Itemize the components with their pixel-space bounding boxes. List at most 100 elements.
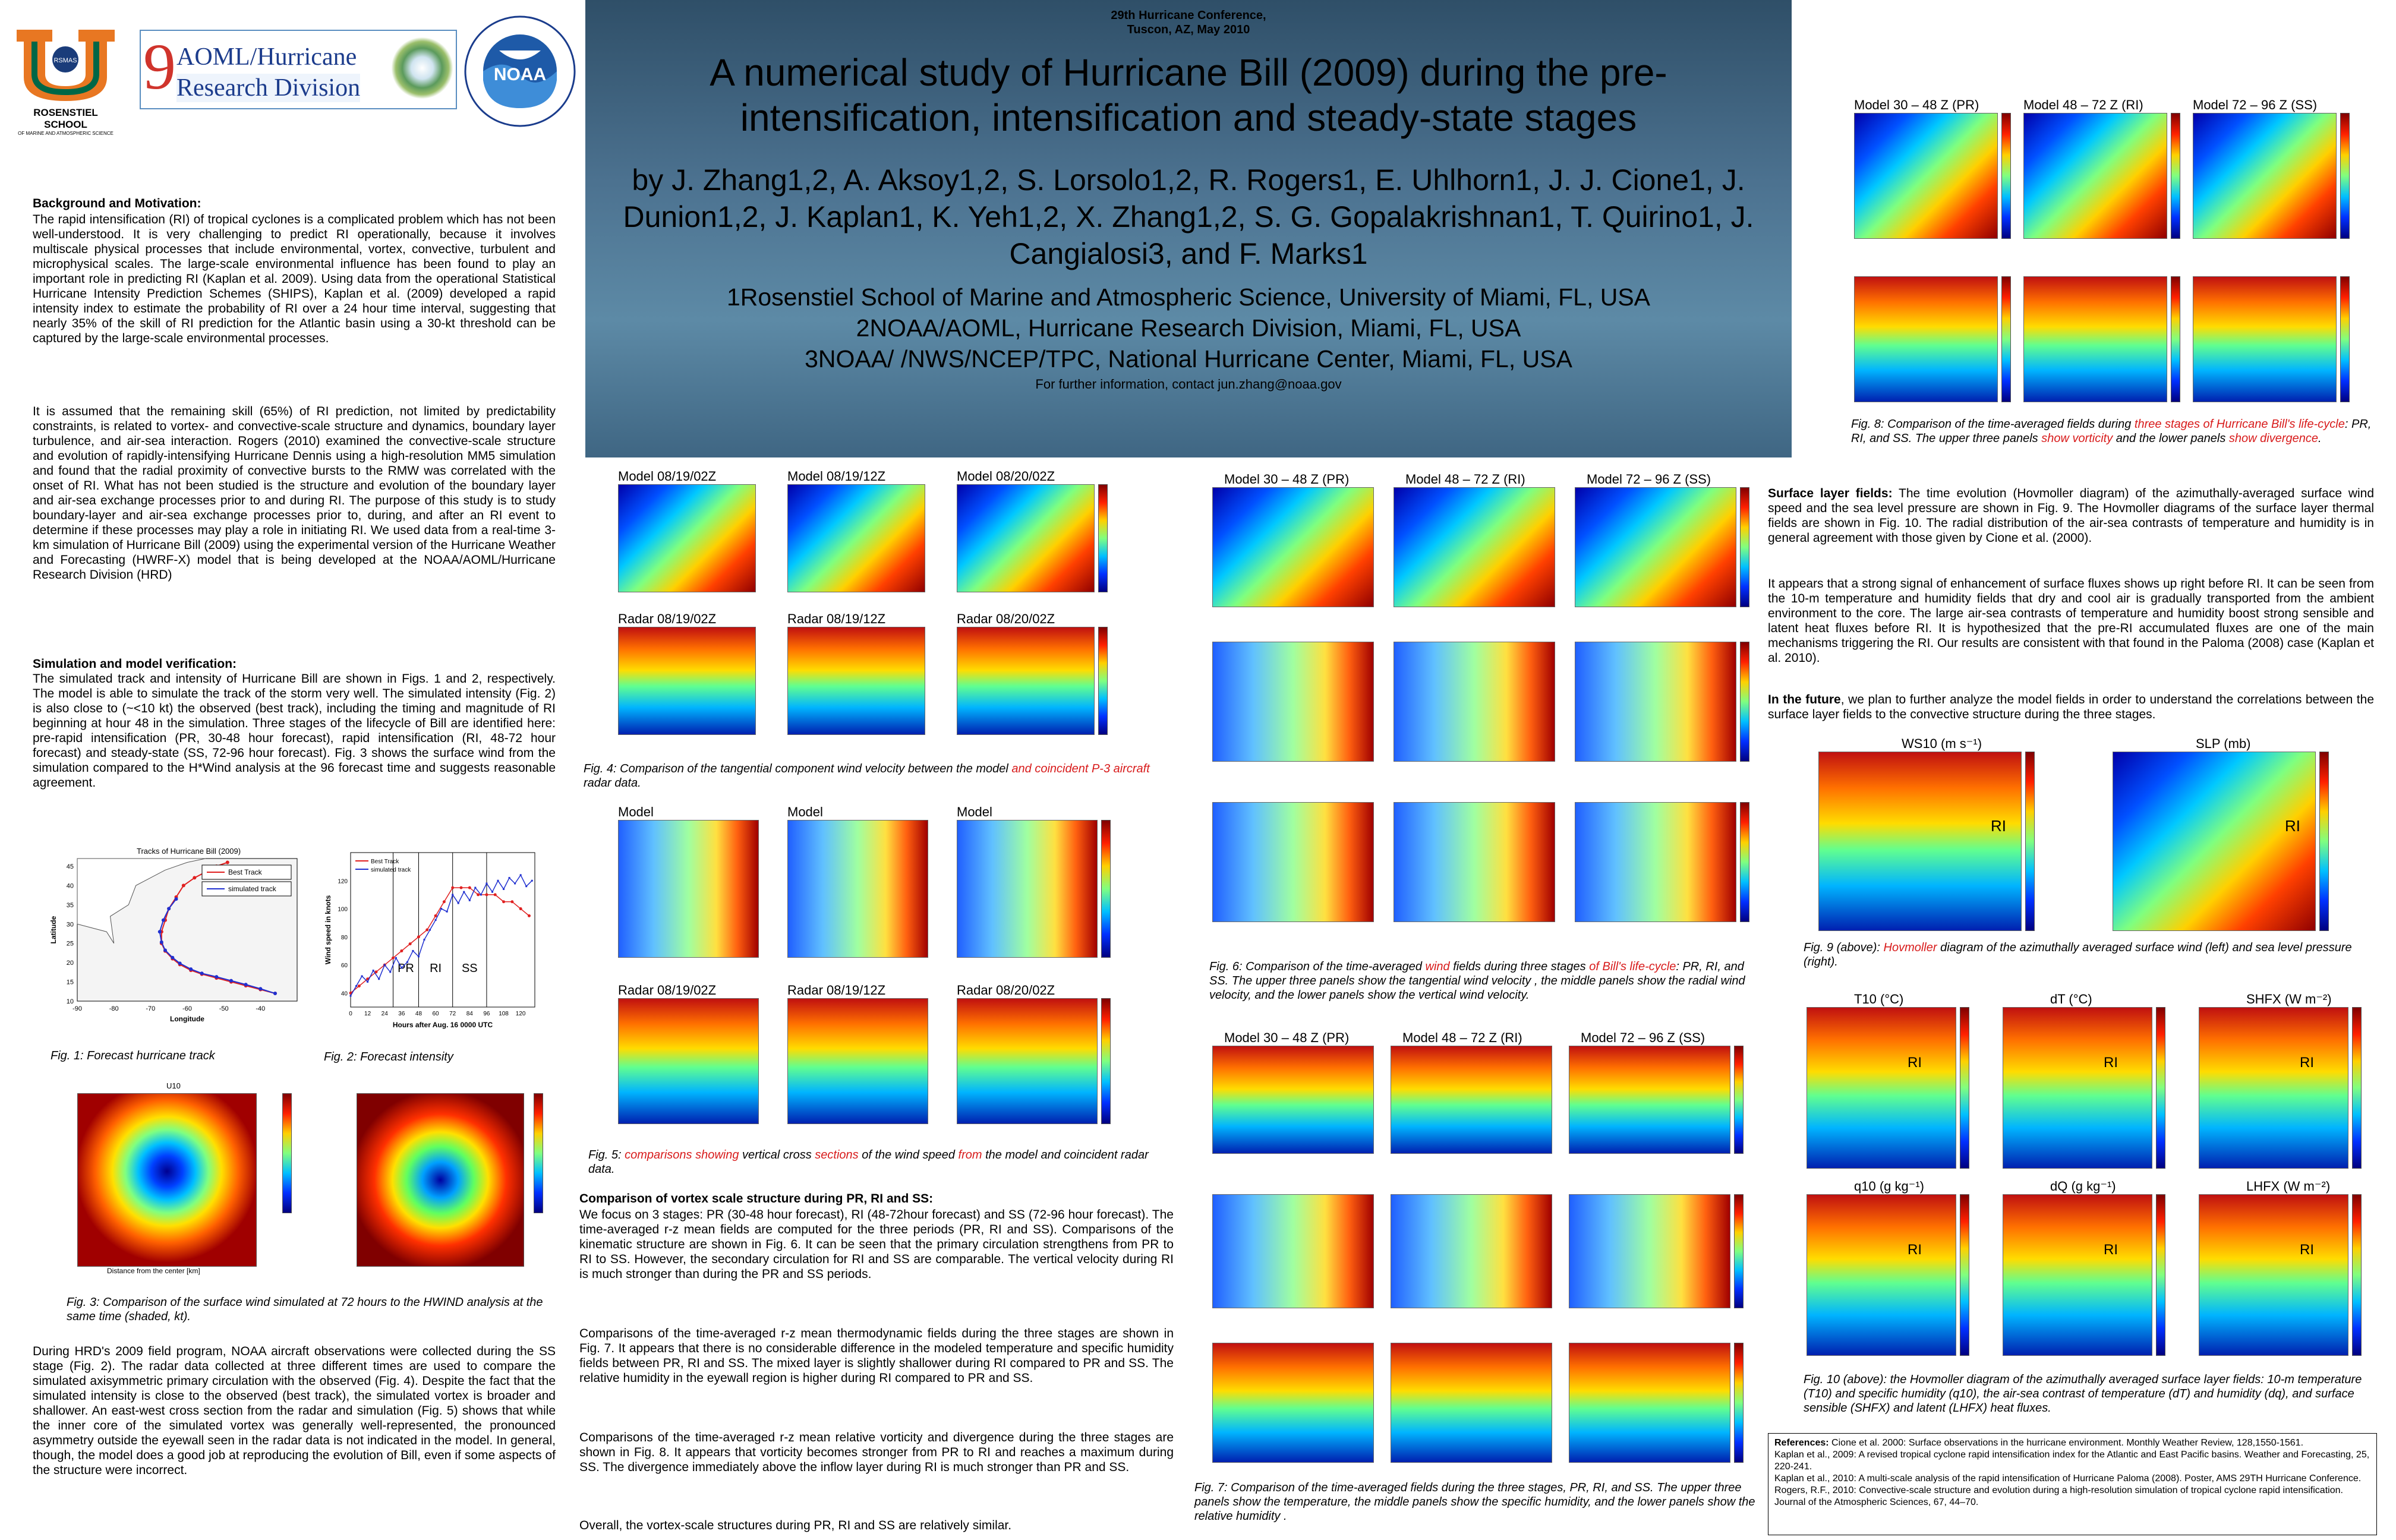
fig10-top-panel-label: T10 (°C) xyxy=(1854,992,1904,1006)
fig6-radial-panel xyxy=(1575,642,1736,762)
fig10-top-panel-label: dT (°C) xyxy=(2050,992,2092,1006)
fig4-model-panel-label: Model 08/20/02Z xyxy=(957,469,1055,484)
fig8-caption-d: show vorticity xyxy=(2041,432,2113,445)
fig5-radar-panel-label: Radar 08/19/02Z xyxy=(618,983,717,998)
future-heading: In the future xyxy=(1768,693,1841,706)
fig8-divergence-panel-colorbar xyxy=(2171,276,2180,402)
fig5-model-panel-label: Model xyxy=(957,804,992,819)
fig8-caption: Fig. 8: Comparison of the time-averaged … xyxy=(1851,417,2374,446)
fig8-vorticity-panel-colorbar xyxy=(2171,113,2180,239)
fig5-caption-f: from xyxy=(958,1148,982,1162)
fig4-radar-panel-colorbar xyxy=(1098,627,1108,735)
fig2-point xyxy=(412,949,414,952)
fig1-ytick: 20 xyxy=(67,960,74,967)
fig2-point xyxy=(502,900,506,904)
fig2-point xyxy=(480,894,482,896)
hrd-paragraph: During HRD's 2009 field program, NOAA ai… xyxy=(33,1345,556,1477)
fig1-title: Tracks of Hurricane Bill (2009) xyxy=(137,847,241,856)
fig7-relhumidity-panel xyxy=(1212,1343,1374,1463)
fig5-caption: Fig. 5: comparisons showing vertical cro… xyxy=(588,1148,1153,1176)
fig9-caption-b: Hovmoller xyxy=(1883,941,1937,954)
fig6-radial-panel-colorbar xyxy=(1740,642,1749,762)
comparison-paragraph-1: We focus on 3 stages: PR (30-48 hour for… xyxy=(579,1208,1174,1281)
fig2-point xyxy=(485,893,488,897)
fig2-xtick: 96 xyxy=(483,1011,490,1017)
fig1-xtick: -50 xyxy=(219,1005,229,1012)
fig5-radar-panel xyxy=(957,998,1098,1124)
fig2-point xyxy=(485,882,488,885)
aoml-title-line2: Research Division xyxy=(176,74,361,102)
fig9-slp-hovmoller-colorbar xyxy=(2319,752,2329,931)
fig1-xtick: -40 xyxy=(256,1005,265,1012)
fig2-point xyxy=(463,891,465,893)
fig8-vorticity-panel-label: Model 48 – 72 Z (RI) xyxy=(2023,97,2143,112)
fig2-stage-label: PR xyxy=(398,962,414,975)
fig1-point xyxy=(258,987,263,991)
fig1-xtick: -60 xyxy=(182,1005,192,1012)
fig1-point xyxy=(161,918,165,922)
affiliation-2: 2NOAA/AOML, Hurricane Research Division,… xyxy=(856,314,1521,342)
fig4-model-panel xyxy=(957,484,1095,592)
logo-aoml: 9 AOML/Hurricane Research Division xyxy=(140,30,457,109)
svg-text:RSMAS: RSMAS xyxy=(53,57,77,64)
fig2-xtick: 120 xyxy=(516,1011,526,1017)
fig2-xtick: 24 xyxy=(382,1011,389,1017)
fig5-model-panel xyxy=(787,820,928,958)
fig1-point xyxy=(167,907,171,911)
fig3-panel-hwind xyxy=(351,1081,547,1283)
fig6-radial-panel xyxy=(1212,642,1374,762)
fig2-xtick: 48 xyxy=(415,1011,423,1017)
fig1-point xyxy=(189,967,193,971)
affiliation-3: 3NOAA/ /NWS/NCEP/TPC, National Hurricane… xyxy=(805,345,1572,373)
fig10-caption: Fig. 10 (above): the Hovmoller diagram o… xyxy=(1804,1373,2362,1415)
fig8-divergence-panel-colorbar xyxy=(2001,276,2011,402)
comparison-paragraph-4: Overall, the vortex-scale structures dur… xyxy=(579,1519,1012,1532)
fig3-colorbar-right xyxy=(534,1093,543,1213)
fig6-radial-panel xyxy=(1394,642,1555,762)
fig8-vorticity-panel xyxy=(2193,113,2337,239)
fig3-colorbar-left xyxy=(282,1093,292,1213)
fig1-legend-label: Best Track xyxy=(228,868,263,876)
fig7-temperature-panel xyxy=(1212,1046,1374,1154)
fig2-svg: 0 12 24 36 48 60 72 84 96 108 120 40 60 80 100 120 Hours… xyxy=(324,852,535,1029)
fig2-point xyxy=(400,949,403,952)
fig8-vorticity-panel xyxy=(1854,113,1998,239)
simulation-heading: Simulation and model verification: xyxy=(33,657,237,671)
simulation-paragraph: The simulated track and intensity of Hur… xyxy=(33,672,556,790)
fig2-point xyxy=(519,907,522,911)
fig1-ytick: 35 xyxy=(67,902,74,909)
fig2-xtick: 108 xyxy=(499,1011,509,1017)
surface-layer-paragraph-1: Surface layer fields: The time evolution… xyxy=(1768,486,2374,545)
fig2-intensity-chart: 0 12 24 36 48 60 72 84 96 108 120 40 60 80 100 120 Hours… xyxy=(321,847,541,1037)
fig1-point xyxy=(171,955,175,960)
fig2-point xyxy=(434,919,437,921)
fig5-caption-d: sections xyxy=(815,1148,859,1162)
fig7-relhumidity-panel xyxy=(1391,1343,1552,1463)
authors-line3: Cangialosi3, and F. Marks1 xyxy=(1009,237,1368,270)
fig2-point xyxy=(491,891,493,893)
fig1-xtick: -90 xyxy=(72,1005,82,1012)
fig2-point xyxy=(477,893,480,897)
fig8-divergence-panel-colorbar xyxy=(2340,276,2350,402)
fig9-wind-hovmoller xyxy=(1818,752,2022,931)
fig9-slp-hovmoller xyxy=(2113,752,2316,931)
fig5-model-panel xyxy=(618,820,759,958)
fig1-caption: Fig. 1: Forecast hurricane track xyxy=(51,1049,215,1062)
reference-4: Rogers, R.F., 2010: Convective-scale str… xyxy=(1774,1485,2343,1507)
fig3-caption: Fig. 3: Comparison of the surface wind s… xyxy=(67,1296,543,1323)
fig9-panels: WS10 (m s⁻¹) SLP (mb) RI RI xyxy=(1795,734,2377,942)
fig2-point xyxy=(442,900,446,904)
fig2-ytick: 60 xyxy=(341,962,348,969)
fig2-xtick: 0 xyxy=(349,1011,352,1017)
fig2-point xyxy=(510,900,514,904)
fig2-point xyxy=(474,886,477,889)
fig10-panels: T10 (°C) dT (°C) SHFX (W m⁻²) q10 (g kg⁻¹) d… xyxy=(1789,989,2383,1358)
background-heading: Background and Motivation: xyxy=(33,197,201,210)
fig4-model-panel-label: Model 08/19/12Z xyxy=(787,469,886,484)
fig10-top-panel-colorbar xyxy=(2156,1007,2165,1169)
fig10-bottom-panel-label: dQ (g kg⁻¹) xyxy=(2050,1179,2116,1194)
fig7-relhumidity-panel xyxy=(1569,1343,1730,1463)
fig1-ytick: 25 xyxy=(67,941,74,948)
rosenstiel-subname: OF MARINE AND ATMOSPHERIC SCIENCE xyxy=(18,131,114,136)
fig5-caption-b: comparisons showing xyxy=(625,1148,739,1162)
